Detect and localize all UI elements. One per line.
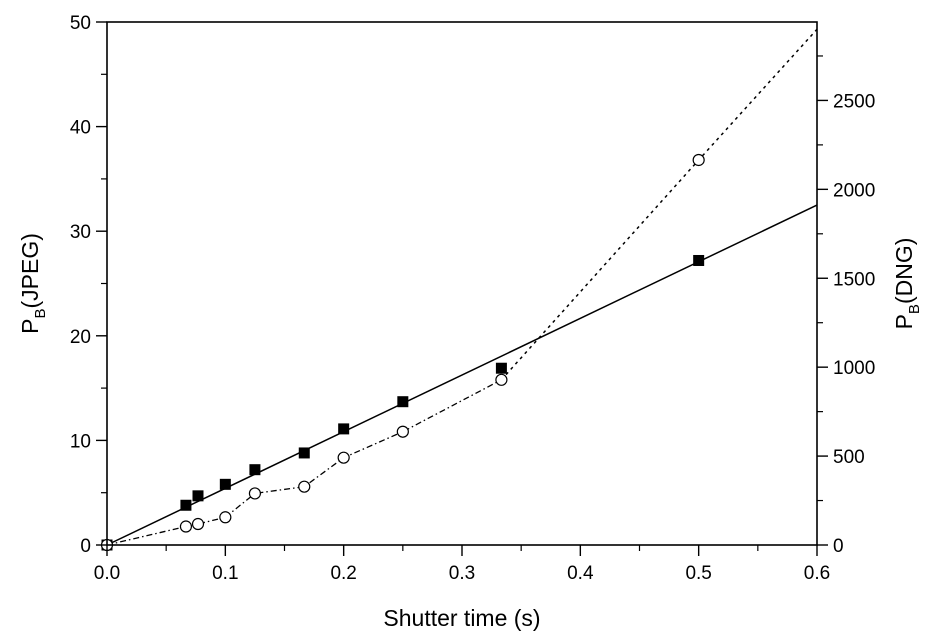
data-point-square <box>397 396 409 408</box>
x-axis-title: Shutter time (s) <box>383 605 540 631</box>
axis-ticks <box>96 21 828 556</box>
dotted-fit-line <box>500 28 818 381</box>
data-point-circle <box>396 425 409 438</box>
x-tick-label: 0.4 <box>567 563 594 584</box>
y-left-tick-label: 0 <box>80 536 91 557</box>
y-right-title-suffix: (DNG) <box>891 238 917 304</box>
data-point-circle <box>248 487 262 500</box>
y-right-tick-label: 0 <box>833 536 844 557</box>
data-point-square <box>219 478 231 490</box>
axis-tick-labels: 0.0 0.1 0.2 0.3 0.4 0.5 0.60102030405005001000… <box>70 13 875 584</box>
x-tick-label: 0.0 <box>94 563 120 584</box>
data-point-circle <box>495 373 508 386</box>
data-point-square <box>338 423 350 435</box>
data-point-circle <box>179 520 193 533</box>
y-right-tick-label: 2000 <box>833 180 875 201</box>
data-point-circle <box>191 517 205 531</box>
y-right-title-sub: B <box>906 304 923 314</box>
y-left-title-main: P <box>17 319 43 334</box>
x-tick-label: 0.3 <box>449 563 475 584</box>
x-tick-label: 0.5 <box>685 563 711 584</box>
y-right-title-main: P <box>891 314 917 329</box>
data-point-circle <box>219 511 232 524</box>
dash-dot-connector-line <box>106 379 502 546</box>
y-left-tick-label: 20 <box>70 327 91 348</box>
y-left-axis-title: PB(JPEG) <box>17 233 49 334</box>
y-right-tick-label: 1000 <box>833 358 875 379</box>
data-point-square <box>249 464 261 476</box>
x-tick-label: 0.1 <box>212 563 238 584</box>
plot-frame <box>106 21 818 546</box>
data-point-square <box>693 254 705 266</box>
y-right-tick-label: 1500 <box>833 269 875 290</box>
data-point-circle <box>298 480 311 493</box>
data-point-circle <box>337 451 350 464</box>
y-left-tick-label: 10 <box>70 431 91 452</box>
y-left-tick-label: 50 <box>70 13 91 34</box>
y-left-title-sub: B <box>32 309 49 319</box>
y-right-axis-title: PB(DNG) <box>891 238 923 330</box>
x-tick-label: 0.6 <box>804 563 830 584</box>
fit-lines <box>106 28 818 546</box>
y-left-tick-label: 40 <box>70 118 91 139</box>
data-point-circle <box>692 153 705 167</box>
data-point-square <box>298 447 310 459</box>
y-left-tick-label: 30 <box>70 222 91 243</box>
y-left-title-suffix: (JPEG) <box>17 233 43 308</box>
linear-fit-line <box>106 204 818 546</box>
y-right-tick-label: 500 <box>833 447 865 468</box>
data-point-square <box>192 490 204 502</box>
data-point-square <box>495 362 507 374</box>
data-point-square <box>180 499 192 511</box>
data-series <box>100 153 705 552</box>
y-right-tick-label: 2500 <box>833 91 875 112</box>
x-tick-label: 0.2 <box>330 563 356 584</box>
